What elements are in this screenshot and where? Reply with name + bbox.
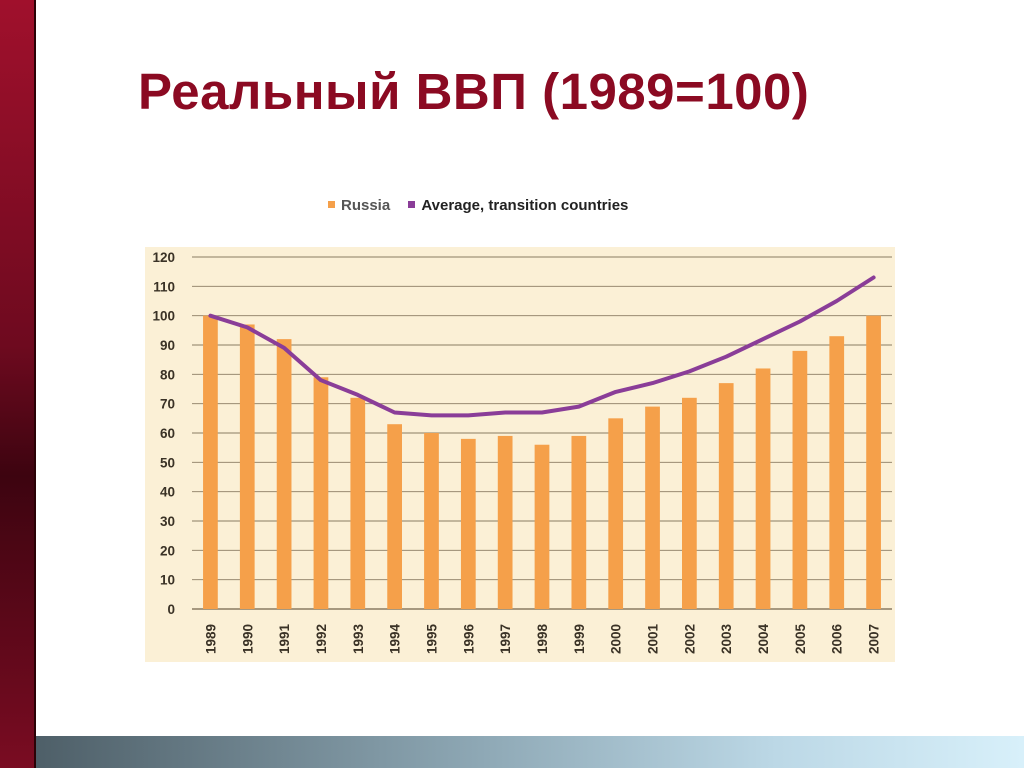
x-tick-label: 2005	[793, 624, 808, 655]
bar-russia-1989	[203, 315, 218, 609]
x-tick-label: 1999	[572, 624, 587, 654]
y-tick-label: 10	[160, 573, 175, 588]
gdp-chart: 0 10 20 30 40 50 60 70 80 90 100 110 120 1989 1990 1991…	[145, 247, 895, 662]
bar-russia-2001	[645, 406, 660, 609]
slide-title: Реальный ВВП (1989=100)	[138, 63, 810, 120]
y-tick-label: 80	[160, 367, 175, 382]
x-tick-label: 1989	[203, 624, 218, 654]
bar-russia-1995	[424, 433, 439, 609]
bar-russia-1994	[387, 424, 402, 609]
x-tick-label: 1994	[388, 624, 403, 655]
y-tick-label: 120	[152, 250, 175, 265]
x-tick-label: 2007	[867, 624, 882, 654]
x-tick-label: 1993	[351, 624, 366, 655]
y-tick-label: 40	[160, 485, 175, 500]
x-tick-label: 1997	[498, 624, 513, 654]
chart-plot-area: 0 10 20 30 40 50 60 70 80 90 100 110 120 1989 1990 1991…	[145, 247, 895, 662]
y-tick-label: 30	[160, 514, 175, 529]
y-tick-label: 70	[160, 397, 175, 412]
bar-russia-2004	[755, 368, 771, 609]
x-tick-label: 2001	[646, 624, 661, 655]
bottom-accent-bar	[36, 736, 1024, 768]
bar-russia-1996	[460, 438, 476, 609]
y-tick-label: 50	[160, 455, 175, 470]
x-tick-label: 1990	[240, 624, 255, 654]
bar-russia-2003	[718, 383, 734, 609]
x-tick-label: 2004	[756, 624, 771, 655]
y-tick-label: 90	[160, 338, 175, 353]
bar-russia-2002	[682, 397, 697, 609]
bar-russia-1999	[571, 435, 587, 609]
x-tick-label: 1998	[535, 624, 550, 655]
left-accent-edge	[34, 0, 36, 768]
bar-russia-1990	[239, 324, 255, 609]
bar-russia-1991	[276, 339, 292, 609]
x-tick-label: 1991	[277, 624, 292, 655]
y-tick-label: 0	[167, 602, 175, 617]
x-tick-label: 1992	[314, 624, 329, 654]
x-tick-label: 2002	[682, 624, 697, 654]
y-tick-label: 100	[152, 309, 175, 324]
x-tick-label: 2006	[830, 624, 845, 655]
bar-russia-1993	[350, 397, 366, 609]
legend-swatch-average	[408, 201, 416, 208]
x-tick-label: 2003	[719, 624, 734, 655]
bar-russia-1997	[497, 435, 513, 609]
bar-russia-2005	[792, 350, 808, 609]
legend-swatch-russia	[328, 201, 335, 208]
y-tick-label: 20	[160, 543, 175, 558]
y-tick-label: 110	[153, 279, 175, 294]
bar-russia-2006	[829, 336, 845, 609]
bar-russia-1998	[534, 444, 550, 609]
left-accent-bar	[0, 0, 34, 768]
chart-legend: Russia Average, transition countries	[328, 197, 642, 217]
legend-item-average: Average, transition countries	[408, 197, 628, 214]
bar-russia-2007	[866, 315, 881, 609]
plot-background	[145, 247, 895, 662]
legend-label-russia: Russia	[341, 197, 391, 214]
legend-item-russia: Russia	[328, 197, 390, 214]
bar-russia-1992	[313, 377, 329, 609]
y-tick-label: 60	[160, 426, 175, 441]
legend-label-average: Average, transition countries	[421, 197, 629, 214]
bar-russia-2000	[608, 418, 624, 609]
x-tick-label: 1996	[461, 624, 476, 655]
x-tick-label: 1995	[424, 624, 439, 655]
x-tick-label: 2000	[609, 624, 624, 654]
